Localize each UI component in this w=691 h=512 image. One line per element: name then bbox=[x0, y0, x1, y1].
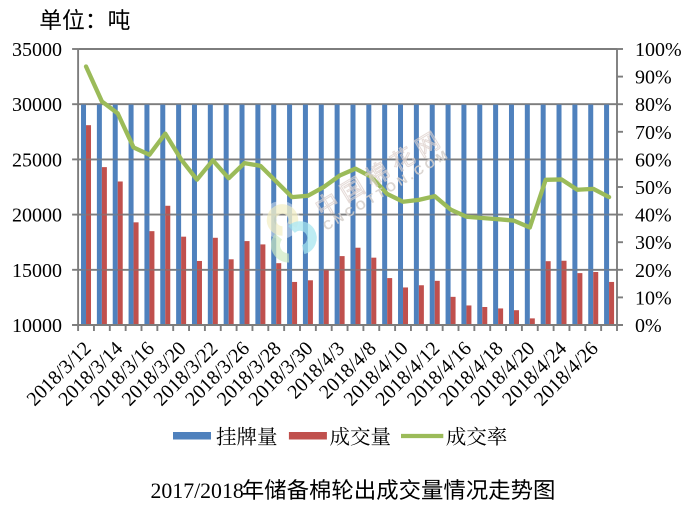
svg-text:30%: 30% bbox=[635, 232, 672, 254]
svg-text:100%: 100% bbox=[635, 39, 682, 61]
svg-text:20000: 20000 bbox=[12, 205, 62, 227]
svg-text:10%: 10% bbox=[635, 287, 672, 309]
svg-text:25000: 25000 bbox=[12, 149, 62, 171]
svg-text:80%: 80% bbox=[635, 94, 672, 116]
svg-text:40%: 40% bbox=[635, 205, 672, 227]
svg-text:30000: 30000 bbox=[12, 94, 62, 116]
svg-text:60%: 60% bbox=[635, 149, 672, 171]
svg-text:0%: 0% bbox=[635, 315, 662, 337]
svg-text:35000: 35000 bbox=[12, 39, 62, 61]
svg-text:15000: 15000 bbox=[12, 260, 62, 282]
svg-text:90%: 90% bbox=[635, 67, 672, 89]
svg-text:2017/2018: 2017/2018 bbox=[151, 479, 244, 503]
svg-text:70%: 70% bbox=[635, 122, 672, 144]
svg-text:20%: 20% bbox=[635, 260, 672, 282]
svg-text:50%: 50% bbox=[635, 177, 672, 199]
svg-text:10000: 10000 bbox=[12, 315, 62, 337]
